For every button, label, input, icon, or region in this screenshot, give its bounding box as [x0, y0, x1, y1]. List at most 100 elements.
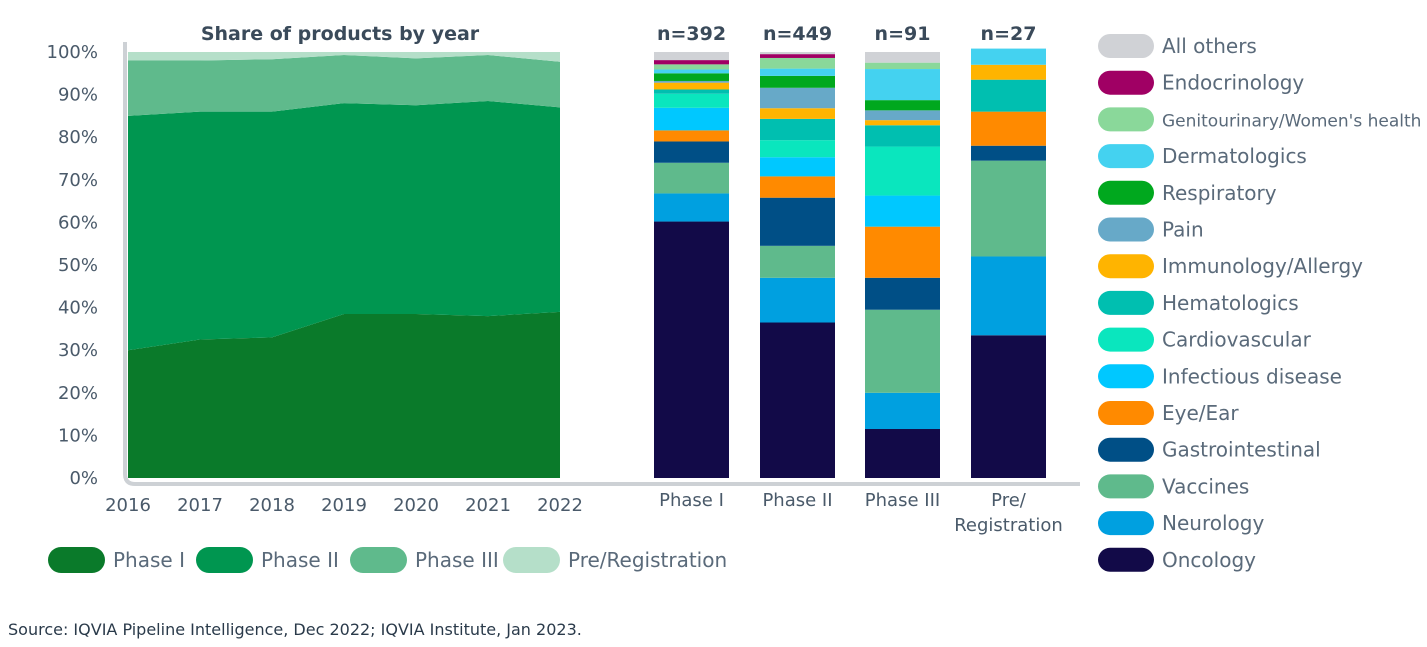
- bar-segment-pain: [865, 110, 940, 121]
- bar-segment-respiratory: [760, 75, 835, 88]
- legend-label: Endocrinology: [1162, 71, 1304, 95]
- bar-segment-dermatologics: [760, 68, 835, 76]
- legend-swatch: [1098, 180, 1154, 205]
- bar-segment-hematologics: [654, 89, 729, 94]
- bar-segment-gastrointestinal: [865, 277, 940, 310]
- phase-legend-swatch: [196, 547, 253, 573]
- bar-segment-neurology: [760, 277, 835, 323]
- bar-segment-eye-ear: [865, 226, 940, 278]
- bar-category-label: Registration: [954, 515, 1063, 536]
- bar-segment-gastrointestinal: [971, 145, 1046, 161]
- bar-segment-endocrinology: [654, 60, 729, 65]
- bar-count-label: n=27: [981, 23, 1037, 45]
- bar-segment-hematologics: [865, 125, 940, 147]
- legend-swatch: [1098, 254, 1154, 279]
- bar-segment-gastrointestinal: [760, 197, 835, 246]
- legend-swatch: [1098, 70, 1154, 95]
- x-tick-label: 2017: [177, 495, 223, 516]
- area-chart: 0% 10% 20% 30% 40% 50% 60% 70% 80% 90% 100% 2016 201…: [47, 23, 1080, 516]
- bar-segment-endocrinology: [760, 54, 835, 58]
- legend-label: Respiratory: [1162, 181, 1277, 205]
- bar-segment-infectious-disease: [865, 195, 940, 227]
- y-tick-label: 60%: [58, 212, 98, 233]
- stacked-bar-chart: n=392 Phase I n=449 Phase II n=91 Phase III n=…: [654, 23, 1063, 536]
- y-tick-label: 70%: [58, 170, 98, 191]
- legend-swatch: [1098, 107, 1154, 132]
- bar-segment-oncology: [654, 221, 729, 478]
- legend-label: Infectious disease: [1162, 364, 1342, 388]
- bar-segment-hematologics: [971, 79, 1046, 112]
- phase-legend-label: Pre/Registration: [568, 548, 727, 572]
- bar-segment-dermatologics: [865, 69, 940, 101]
- bar-segment-vaccines: [971, 160, 1046, 257]
- bar-segment-genitourinary-women-s-health: [654, 64, 729, 70]
- legend-swatch: [1098, 364, 1154, 389]
- bar-category-label: Phase III: [865, 490, 940, 511]
- bar-segment-pain: [654, 80, 729, 83]
- phase-legend-label: Phase III: [415, 548, 499, 572]
- bar-segment-oncology: [760, 322, 835, 478]
- bar-segment-genitourinary-women-s-health: [760, 57, 835, 69]
- area-series-phase-iii: [128, 54, 560, 116]
- legend-label: Genitourinary/Women's health: [1162, 111, 1421, 131]
- area-chart-title: Share of products by year: [201, 23, 480, 45]
- legend-swatch: [1098, 401, 1154, 425]
- phase-legend-label: Phase II: [261, 548, 339, 572]
- bar-segment-vaccines: [760, 245, 835, 278]
- bar-segment-cardiovascular: [654, 93, 729, 108]
- x-tick-label: 2022: [537, 495, 583, 516]
- bar-segment-hematologics: [760, 118, 835, 141]
- legend-swatch: [1098, 290, 1154, 315]
- legend-label: Cardiovascular: [1162, 328, 1312, 352]
- legend-label: Hematologics: [1162, 291, 1299, 315]
- bar-segment-gastrointestinal: [654, 141, 729, 163]
- legend-label: Dermatologics: [1162, 144, 1307, 168]
- legend-swatch: [1098, 144, 1154, 169]
- bar-count-label: n=91: [875, 23, 931, 45]
- bar-segment-vaccines: [865, 309, 940, 393]
- bar-count-label: n=449: [763, 23, 832, 45]
- therapy-area-legend: All others Endocrinology Genitourinary/Wom…: [1098, 34, 1421, 572]
- bar-segment-immunology-allergy: [654, 82, 729, 90]
- y-tick-label: 40%: [58, 298, 98, 319]
- bar-count-label: n=392: [657, 23, 726, 45]
- phase-legend-swatch: [503, 547, 560, 573]
- bar-segment-pain: [760, 87, 835, 109]
- area-series-phase-i: [128, 311, 560, 478]
- source-note: Source: IQVIA Pipeline Intelligence, Dec…: [8, 620, 582, 639]
- y-tick-label: 90%: [58, 85, 98, 106]
- legend-swatch: [1098, 437, 1154, 462]
- bar-segment-all-others: [760, 52, 835, 55]
- bar-segment-genitourinary-women-s-health: [865, 62, 940, 70]
- y-tick-label: 0%: [69, 468, 98, 489]
- bar-segment-respiratory: [654, 73, 729, 81]
- axis-line: [123, 42, 1080, 486]
- bar-segment-neurology: [654, 193, 729, 222]
- bar-segment-dermatologics: [654, 69, 729, 74]
- legend-swatch: [1098, 511, 1154, 536]
- legend-swatch: [1098, 34, 1154, 58]
- x-tick-label: 2018: [249, 495, 295, 516]
- bar-segment-respiratory: [865, 100, 940, 111]
- x-tick-label: 2020: [393, 495, 439, 516]
- area-series-phase-ii: [128, 100, 560, 351]
- bar-segment-all-others: [654, 52, 729, 61]
- bar-category-label: Pre/: [991, 490, 1027, 511]
- bar-segment-oncology: [865, 429, 940, 478]
- bar-segment-eye-ear: [760, 176, 835, 198]
- bar-category-label: Phase II: [762, 490, 832, 511]
- legend-label: Eye/Ear: [1162, 401, 1239, 425]
- bar-segment-eye-ear: [654, 130, 729, 142]
- legend-swatch: [1098, 217, 1154, 242]
- legend-label: All others: [1162, 34, 1257, 58]
- bar-segment-infectious-disease: [654, 107, 729, 131]
- legend-label: Pain: [1162, 218, 1204, 242]
- phase-legend-label: Phase I: [113, 548, 185, 572]
- area-series-pre-registration: [128, 52, 560, 62]
- x-tick-label: 2021: [465, 495, 511, 516]
- bar-segment-infectious-disease: [760, 157, 835, 177]
- legend-swatch: [1098, 327, 1154, 352]
- bar-segment-oncology: [971, 335, 1046, 478]
- y-tick-label: 50%: [58, 255, 98, 276]
- phase-legend-swatch: [350, 547, 407, 573]
